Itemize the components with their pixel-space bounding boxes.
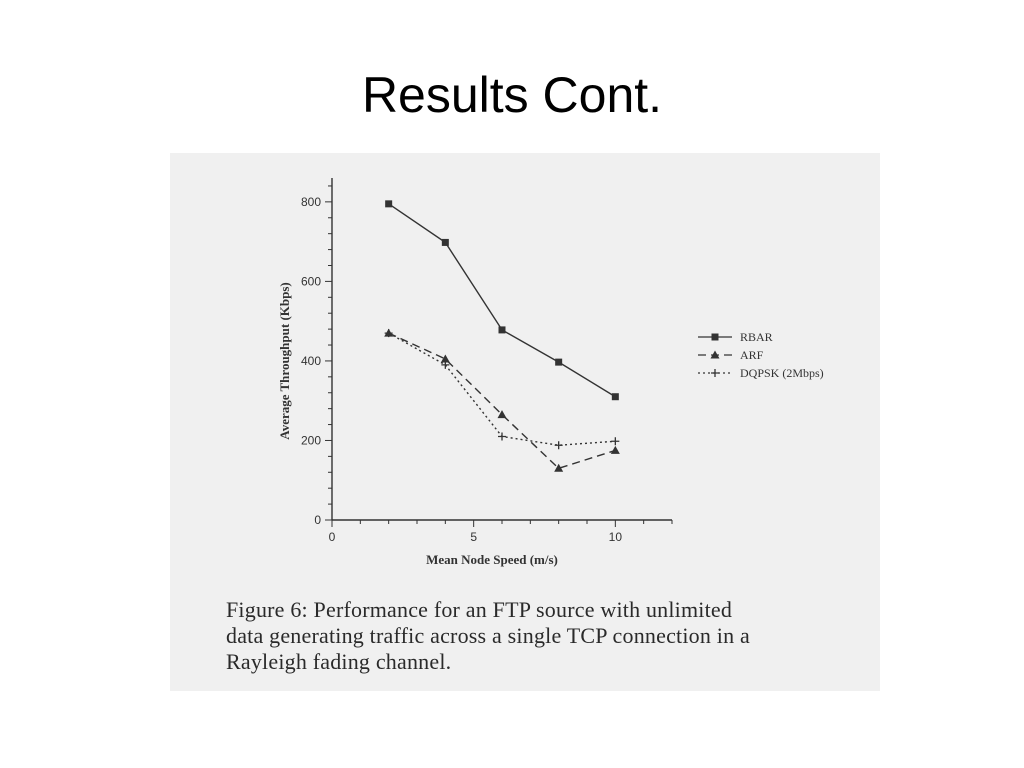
legend-label-0: RBAR (740, 330, 773, 344)
data-point-series-1 (497, 410, 507, 419)
caption-line-3: Rayleigh fading channel. (226, 649, 452, 674)
slide-title: Results Cont. (361, 67, 663, 123)
x-tick-label: 10 (609, 530, 623, 544)
legend-marker-0 (711, 333, 719, 341)
y-tick-label: 600 (301, 274, 321, 288)
series-line-0 (388, 203, 616, 398)
data-point-series-2 (441, 360, 450, 369)
data-point-series-2 (498, 432, 506, 441)
caption-line-1: Figure 6: Performance for an FTP source … (226, 597, 733, 622)
data-point-series-0 (441, 238, 449, 246)
legend-marker-1 (710, 350, 720, 359)
data-point-series-1 (440, 354, 450, 363)
data-point-series-2 (611, 437, 620, 446)
y-axis-label: Average Throughput (Kbps) (277, 282, 292, 439)
legend-label-1: ARF (740, 348, 764, 362)
y-tick-label: 0 (314, 513, 321, 527)
data-point-series-0 (498, 326, 506, 334)
figure-caption: Figure 6: Performance for an FTP source … (226, 597, 866, 675)
data-point-series-0 (555, 358, 563, 366)
series-line-2 (388, 332, 616, 446)
data-point-series-2 (384, 329, 393, 338)
caption-line-2: data generating traffic across a single … (226, 623, 750, 648)
legend-marker-2 (711, 369, 719, 377)
x-tick-label: 5 (470, 530, 477, 544)
y-tick-label: 800 (301, 195, 321, 209)
x-tick-label: 0 (329, 530, 336, 544)
data-point-series-0 (611, 393, 619, 401)
series-line-1 (388, 332, 616, 470)
y-tick-label: 200 (301, 433, 321, 447)
data-point-series-2 (554, 441, 563, 450)
y-tick-label: 400 (301, 354, 321, 368)
data-point-series-0 (385, 200, 393, 208)
data-point-series-1 (554, 463, 564, 472)
scanned-figure: 0 200 400 600 800 0 5 10 Mean Node Speed (m/s) Av… (170, 153, 880, 691)
line-chart: 0 200 400 600 800 0 5 10 Mean Node Speed (m/s) Av… (277, 178, 824, 567)
legend-label-2: DQPSK (2Mbps) (740, 366, 824, 380)
data-point-series-1 (610, 445, 620, 454)
x-axis-label: Mean Node Speed (m/s) (426, 552, 558, 567)
